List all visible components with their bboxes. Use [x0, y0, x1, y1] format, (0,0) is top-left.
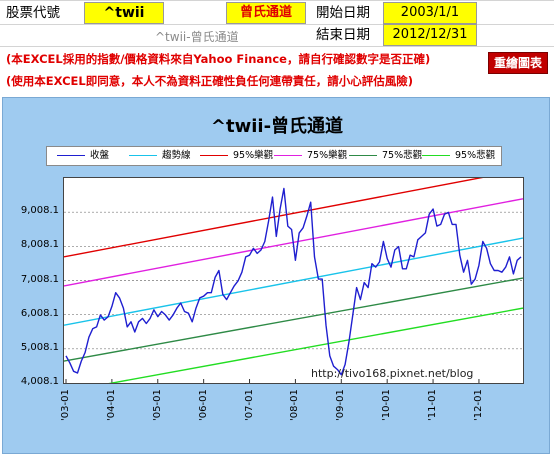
legend-label-95-pessimistic: 95%悲觀 — [455, 150, 496, 161]
end-date-label: 結束日期 — [316, 27, 370, 43]
legend-swatch-75-optimistic — [274, 155, 302, 156]
disclaimer-line-2: (使用本EXCEL即同意，本人不為資料正確性負任何連帶責任，請小心評估風險) — [6, 74, 413, 88]
legend-label-75-pessimistic: 75%悲觀 — [382, 150, 423, 161]
y-tick-label: 6,008.1 — [20, 307, 59, 319]
x-tick-label: '09-01 — [335, 389, 347, 421]
band-trend-line — [63, 237, 524, 326]
legend-item-trend: 趨勢線 — [129, 147, 191, 165]
band-75-pessimistic-line — [63, 277, 524, 362]
plot-area — [63, 169, 524, 393]
y-tick-label: 7,008.1 — [20, 273, 59, 285]
x-tick-label: '11-01 — [427, 389, 439, 421]
chart-title: ^twii-曾氏通道 — [210, 116, 344, 137]
x-tick-label: '10-01 — [381, 389, 393, 421]
series-close-line — [65, 187, 522, 376]
chart-legend: 收盤 趨勢線 95%樂觀 75%樂觀 75%悲觀 95%悲觀 — [46, 146, 502, 166]
end-date-input[interactable]: 2012/12/31 — [383, 24, 477, 46]
legend-item-75-optimistic: 75%樂觀 — [274, 147, 347, 165]
disclaimer-line-1: (本EXCEL採用的指數/價格資料來自Yahoo Finance，請自行確認數字… — [6, 52, 431, 66]
plot-svg — [63, 169, 524, 393]
legend-item-95-optimistic: 95%樂觀 — [200, 147, 273, 165]
start-date-label: 開始日期 — [316, 5, 370, 21]
legend-item-95-pessimistic: 95%悲觀 — [422, 147, 495, 165]
grid-hline — [0, 24, 554, 25]
grid-hline — [0, 46, 554, 47]
band-95-pessimistic-line — [63, 307, 524, 393]
x-tick-label: '05-01 — [151, 389, 163, 421]
x-tick-label: '04-01 — [105, 389, 117, 421]
legend-label-75-optimistic: 75%樂觀 — [307, 150, 348, 161]
legend-swatch-95-pessimistic — [422, 155, 450, 156]
stock-code-label: 股票代號 — [6, 5, 60, 21]
y-tick-label: 4,008.1 — [20, 376, 59, 387]
legend-swatch-75-pessimistic — [349, 155, 377, 156]
redraw-chart-button[interactable]: 重繪圖表 — [488, 52, 548, 74]
legend-label-95-optimistic: 95%樂觀 — [233, 150, 274, 161]
x-tick-label: '08-01 — [289, 389, 301, 421]
band-95-optimistic-line — [63, 169, 524, 258]
x-tick-label: '07-01 — [243, 389, 255, 421]
x-tick-label: '03-01 — [60, 389, 71, 421]
start-date-input[interactable]: 2003/1/1 — [383, 2, 477, 24]
subtitle-link: ^twii-曾氏通道 — [155, 30, 239, 44]
legend-swatch-trend — [129, 155, 157, 156]
y-tick-label: 8,008.1 — [20, 239, 59, 251]
legend-swatch-95-optimistic — [200, 155, 228, 156]
method-cell[interactable]: 曾氏通道 — [226, 2, 306, 24]
legend-label-trend: 趨勢線 — [162, 150, 191, 161]
legend-item-75-pessimistic: 75%悲觀 — [349, 147, 422, 165]
legend-item-close: 收盤 — [57, 147, 109, 165]
stock-code-input[interactable]: ^twii — [84, 2, 164, 24]
x-tick-label: '06-01 — [197, 389, 209, 421]
y-tick-label: 9,008.1 — [20, 205, 59, 217]
grid-hline — [0, 0, 554, 1]
legend-swatch-close — [57, 155, 85, 156]
x-tick-label: '12-01 — [472, 389, 484, 421]
watermark: http://tivo168.pixnet.net/blog — [311, 367, 474, 380]
y-tick-label: 5,008.1 — [20, 341, 59, 353]
legend-label-close: 收盤 — [90, 150, 110, 161]
